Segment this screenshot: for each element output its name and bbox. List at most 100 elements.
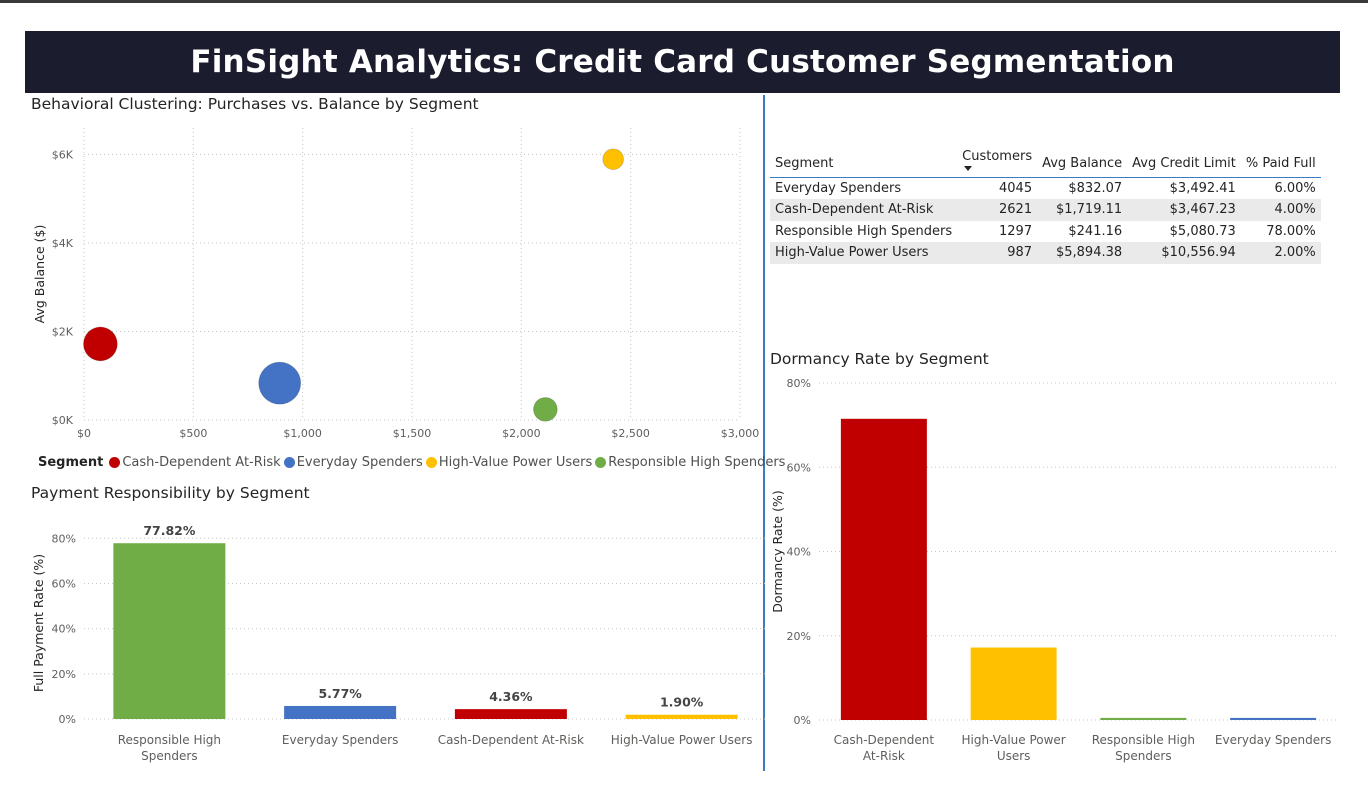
table-cell: 2621 — [957, 199, 1038, 221]
legend-label: Everyday Spenders — [296, 455, 423, 470]
table-cell: 4045 — [999, 181, 1033, 196]
table-cell: Cash-Dependent At-Risk — [770, 199, 958, 221]
scatter-point-high-value-power-users[interactable] — [602, 148, 625, 171]
legend-item-high-value-power-users[interactable]: High-Value Power Users — [425, 455, 592, 470]
table-cell: 1297 — [999, 223, 1033, 239]
report-title: FinSight Analytics: Credit Card Customer… — [25, 31, 1340, 93]
legend-dot-icon — [425, 457, 437, 468]
y-tick-label: 60% — [52, 577, 76, 590]
table-cell: 987 — [957, 242, 1038, 264]
y-tick-label: 0% — [59, 713, 76, 726]
table-cell: Everyday Spenders — [775, 181, 902, 196]
scatter-point-cash-dependent-at-risk[interactable] — [82, 326, 118, 362]
legend-title: Segment — [38, 455, 104, 470]
x-tick-label: $0 — [77, 427, 91, 440]
legend-item-responsible-high-spenders[interactable]: Responsible High Spenders — [595, 455, 785, 470]
table-row[interactable]: Cash-Dependent At-Risk 2621 $1,719.11 $3,46… — [770, 199, 1321, 221]
y-tick-label: 60% — [787, 461, 811, 474]
table-header-row: Segment Customers Avg Balance Avg Credit Li… — [770, 146, 1321, 178]
scatter-point-responsible-high-spenders[interactable] — [532, 396, 558, 422]
payment-chart-title: Payment Responsibility by Segment — [31, 484, 310, 502]
bar-data-label: 4.36% — [489, 689, 533, 704]
table-cell: 2.00% — [1240, 242, 1321, 264]
bar-cash-dependent-at-risk[interactable] — [454, 709, 567, 719]
column-header-avg-balance[interactable]: Avg Balance — [1037, 146, 1128, 178]
x-tick-label: $1,500 — [393, 427, 432, 440]
bar-cash-dependent-at-risk[interactable] — [840, 418, 927, 720]
dormancy-bar-chart[interactable]: 0% 20% 40% 60% 80% Dormancy Rate (%) Cash-Depe… — [766, 371, 1356, 776]
y-tick-label: 20% — [787, 630, 811, 643]
legend-item-everyday-spenders[interactable]: Everyday Spenders — [283, 455, 423, 470]
dormancy-chart-title: Dormancy Rate by Segment — [770, 350, 989, 368]
table-cell: $241.16 — [1068, 223, 1123, 239]
y-tick-label: 80% — [52, 532, 76, 545]
table-cell: $5,080.73 — [1169, 223, 1236, 239]
x-category-label: High-Value Power — [961, 733, 1065, 747]
table-cell: $3,467.23 — [1127, 199, 1241, 221]
bar-data-label: 5.77% — [318, 686, 362, 701]
column-header-customers[interactable]: Customers — [957, 146, 1038, 178]
payment-bar-chart[interactable]: 0% 20% 40% 60% 80% Full Payment Rate (%) 77.82… — [25, 508, 765, 778]
table-cell: $832.07 — [1068, 181, 1123, 196]
x-tick-label: $1,000 — [283, 427, 322, 440]
x-category-label: Responsible High — [118, 733, 221, 747]
table-cell: Responsible High Spenders — [775, 223, 953, 239]
bar-high-value-power-users[interactable] — [625, 714, 738, 719]
bar-responsible-high-spenders[interactable] — [1100, 717, 1187, 720]
bar-data-label: 1.90% — [660, 695, 704, 710]
legend-item-cash-dependent-at-risk[interactable]: Cash-Dependent At-Risk — [109, 455, 281, 470]
column-header-paid-full[interactable]: % Paid Full — [1240, 146, 1321, 178]
x-category-label: Spenders — [141, 749, 197, 763]
table-cell: $1,719.11 — [1037, 199, 1128, 221]
table-cell: 6.00% — [1274, 181, 1316, 196]
panel-divider — [763, 95, 765, 771]
x-category-label: Cash-Dependent At-Risk — [438, 733, 584, 747]
y-axis-title: Avg Balance ($) — [32, 225, 47, 324]
x-tick-label: $2,000 — [502, 427, 541, 440]
legend-label: Responsible High Spenders — [608, 455, 786, 470]
table-cell: 4.00% — [1240, 199, 1321, 221]
table-row[interactable]: High-Value Power Users 987 $5,894.38 $10,55… — [770, 242, 1321, 264]
table-cell: $10,556.94 — [1127, 242, 1241, 264]
y-axis-title: Dormancy Rate (%) — [770, 490, 785, 612]
bar-everyday-spenders[interactable] — [1230, 717, 1317, 720]
column-header-avg-credit-limit[interactable]: Avg Credit Limit — [1127, 146, 1241, 178]
x-category-label: Cash-Dependent — [834, 733, 935, 747]
bar-responsible-high-spenders[interactable] — [113, 543, 226, 719]
x-tick-label: $3,000 — [721, 427, 760, 440]
x-tick-label: $2,500 — [611, 427, 650, 440]
y-axis-title: Full Payment Rate (%) — [31, 554, 46, 692]
y-tick-label: $4K — [52, 237, 74, 250]
legend-label: Cash-Dependent At-Risk — [122, 455, 281, 470]
bar-everyday-spenders[interactable] — [284, 705, 397, 719]
table-cell: $5,894.38 — [1037, 242, 1128, 264]
y-tick-label: $6K — [52, 149, 74, 162]
y-tick-label: 20% — [52, 668, 76, 681]
x-category-label: Everyday Spenders — [282, 733, 398, 747]
x-category-label: Users — [997, 749, 1031, 763]
x-tick-label: $500 — [179, 427, 207, 440]
x-category-label: Responsible High — [1092, 733, 1195, 747]
column-header-segment[interactable]: Segment — [770, 146, 958, 178]
y-tick-label: $2K — [52, 326, 74, 339]
table-row[interactable]: Responsible High Spenders 1297 $241.16 $5,0… — [770, 221, 1321, 243]
scatter-chart[interactable]: $0K $2K $4K $6K $0 $500 $1,000 $1,500 $2,000 $2,5… — [25, 118, 765, 453]
legend-dot-icon — [109, 457, 121, 468]
table-row[interactable]: Everyday Spenders 4045 $832.07 $3,492.41 6.0… — [770, 178, 1321, 200]
y-tick-label: 40% — [787, 546, 811, 559]
y-tick-label: 40% — [52, 623, 76, 636]
x-category-label: At-Risk — [863, 749, 905, 763]
legend-dot-icon — [283, 457, 295, 468]
bar-high-value-power-users[interactable] — [970, 647, 1057, 720]
scatter-chart-title: Behavioral Clustering: Purchases vs. Bal… — [31, 95, 479, 113]
legend-dot-icon — [595, 457, 607, 468]
scatter-legend[interactable]: Segment Cash-Dependent At-Risk Everyday S… — [38, 455, 788, 470]
segment-table[interactable]: Segment Customers Avg Balance Avg Credit Li… — [770, 146, 1321, 264]
y-tick-label: 80% — [787, 377, 811, 390]
sort-descending-icon[interactable] — [964, 166, 973, 171]
bar-data-label: 77.82% — [143, 523, 196, 538]
y-tick-label: $0K — [52, 414, 74, 427]
scatter-point-everyday-spenders[interactable] — [258, 361, 302, 405]
table-cell: High-Value Power Users — [770, 242, 958, 264]
